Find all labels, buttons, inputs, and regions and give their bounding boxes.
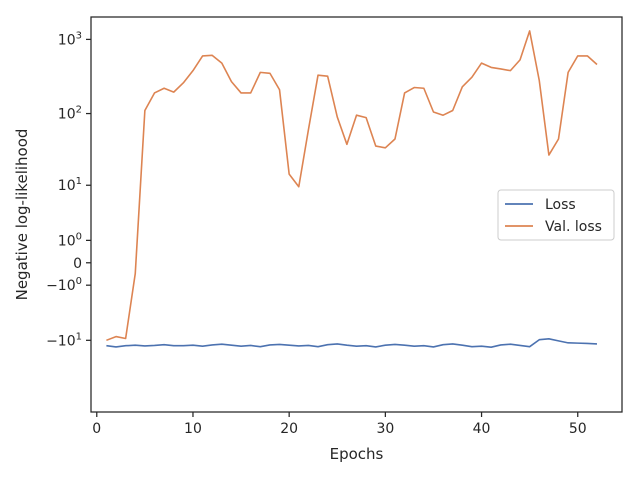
y-tick-label: −100	[46, 276, 82, 294]
x-axis: 0 10 20 30 40 50	[92, 412, 587, 437]
series-line-2	[106, 30, 598, 342]
y-axis-label: Negative log-likelihood	[13, 129, 31, 301]
legend-box	[497, 189, 615, 241]
y-tick-label: 101	[58, 176, 82, 194]
x-axis-label: Epochs	[330, 445, 384, 463]
legend-label: Loss	[545, 197, 576, 213]
plot-lines	[106, 30, 598, 348]
y-tick-label: 103	[58, 30, 82, 48]
plot-frame	[90, 16, 623, 413]
x-tick-label: 50	[569, 421, 587, 437]
y-tick-label: −101	[46, 331, 82, 349]
x-tick-label: 0	[92, 421, 101, 437]
x-tick-label: 10	[184, 421, 202, 437]
x-tick-label: 30	[376, 421, 394, 437]
y-tick-label: 0	[73, 256, 82, 272]
y-axis: 103 102 101 100 0 −100 −101	[46, 30, 91, 349]
series-line-1	[106, 338, 598, 348]
x-tick-label: 20	[280, 421, 298, 437]
legend: Loss Val. loss	[497, 189, 615, 241]
y-tick-label: 100	[58, 231, 82, 249]
x-tick-label: 40	[473, 421, 491, 437]
y-tick-label: 102	[58, 105, 82, 123]
legend-label: Val. loss	[545, 219, 602, 235]
